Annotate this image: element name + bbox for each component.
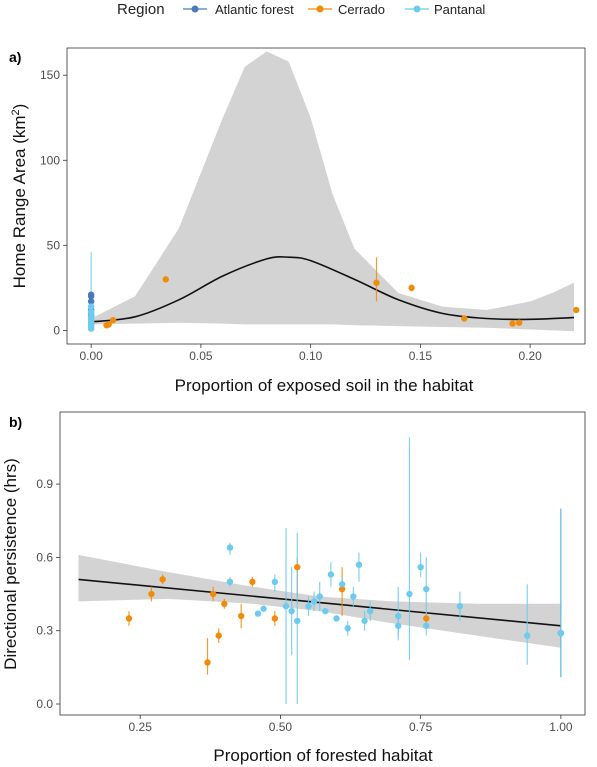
panel-b-y-tick-label: 0.0 (36, 697, 53, 711)
panel-b-point-pantanal (338, 581, 346, 588)
panel-b-x-tick-label: 0.75 (409, 720, 433, 734)
panel-b-x-tick-label: 0.50 (269, 720, 293, 734)
panel-b-point-pantanal (294, 617, 301, 625)
panel-b-point-cerrado (338, 585, 346, 593)
panel-b-chart: b) 0.25 0.50 0.75 1.00 0.0 0.3 0.6 0.9 Proporti… (1, 411, 586, 765)
panel-a-y-tick-label: 0 (53, 323, 60, 337)
legend-key-pantanal (413, 5, 421, 13)
panel-b-point-pantanal (456, 603, 464, 610)
panel-b-point-pantanal (305, 603, 312, 610)
panel-b-point-cerrado (271, 615, 279, 622)
panel-a-point-cerrado (109, 316, 117, 324)
panel-b-point-pantanal (282, 603, 290, 610)
panel-b-point-pantanal (316, 593, 323, 600)
panel-b-point-pantanal (254, 610, 262, 617)
legend-label-pantanal: Pantanal (434, 2, 485, 17)
panel-a-point-cerrado (573, 306, 580, 314)
panel-a-y-axis-title: Home Range Area (km2) (10, 104, 29, 289)
legend-item-pantanal: Pantanal (405, 2, 485, 17)
panel-a-x-tick-label: 0.00 (79, 349, 103, 363)
panel-b-x-axis-title: Proportion of forested habitat (213, 746, 433, 765)
panel-b-point-pantanal (423, 622, 430, 630)
legend-title: Region (117, 1, 165, 18)
panel-b-point-cerrado (249, 578, 256, 586)
panel-b-point-pantanal (288, 607, 295, 615)
legend: Region Atlantic forest Cerrado Pantanal (117, 1, 485, 18)
panel-b-marks (78, 437, 565, 705)
panel-b-point-pantanal (524, 632, 531, 639)
panel-b-point-pantanal (406, 590, 413, 598)
panel-a-label: a) (9, 49, 21, 65)
panel-b-point-pantanal (557, 629, 565, 637)
panel-b-point-cerrado (221, 600, 228, 608)
panel-b-y-tick-label: 0.9 (36, 477, 53, 491)
panel-b-point-pantanal (395, 612, 402, 620)
panel-a-y-tick-label: 100 (40, 153, 60, 167)
panel-b-point-pantanal (344, 625, 351, 632)
panel-b-point-cerrado (148, 590, 155, 598)
panel-b-point-cerrado (294, 563, 301, 571)
panel-a-point-cerrado (515, 319, 523, 326)
panel-a-point-cerrado (105, 321, 112, 328)
panel-b-point-pantanal (271, 578, 279, 586)
panel-b-point-pantanal (260, 605, 267, 612)
panel-a-point-cerrado (162, 276, 169, 283)
panel-a-x-tick-label: 0.20 (518, 349, 542, 363)
panel-a-point-atlantic-forest (87, 298, 95, 305)
legend-item-cerrado: Cerrado (308, 2, 385, 17)
panel-b-frame (59, 411, 586, 716)
panel-b-point-pantanal (417, 563, 424, 571)
panel-b-point-cerrado (125, 615, 133, 622)
panel-b-label: b) (9, 414, 22, 430)
legend-label-cerrado: Cerrado (338, 2, 385, 17)
panel-a-x-tick-label: 0.05 (189, 349, 213, 363)
panel-b-point-pantanal (333, 615, 340, 622)
panel-b-point-cerrado (423, 615, 430, 622)
panel-a-point-cerrado (373, 279, 380, 286)
legend-label-atlantic-forest: Atlantic forest (215, 2, 294, 17)
panel-b-point-pantanal (310, 598, 318, 605)
panel-b-point-pantanal (361, 617, 368, 625)
panel-a-point-cerrado (509, 320, 516, 327)
panel-b-point-cerrado (209, 590, 217, 598)
panel-b-x-tick-label: 1.00 (549, 720, 573, 734)
panel-a-x-axis-title: Proportion of exposed soil in the habita… (175, 376, 474, 395)
panel-b-point-cerrado (159, 576, 166, 583)
panel-b-y-tick-label: 0.3 (36, 624, 53, 638)
panel-a-frame (66, 47, 586, 345)
panel-a-point-cerrado (461, 315, 468, 322)
panel-b-point-cerrado (215, 632, 222, 639)
panel-a-fit-line (91, 256, 575, 323)
panel-b-point-pantanal (322, 607, 329, 615)
panel-a-confidence-band (91, 51, 574, 332)
legend-key-atlantic-forest (191, 5, 199, 13)
panel-b-point-pantanal (327, 571, 335, 578)
panel-b-point-pantanal (350, 593, 357, 600)
panel-b-y-axis-title: Directional persistence (hrs) (1, 458, 20, 670)
panel-a-marks (87, 51, 580, 332)
legend-item-atlantic-forest: Atlantic forest (183, 2, 294, 17)
panel-b-point-pantanal (366, 607, 374, 615)
panel-a-y-tick-label: 50 (47, 238, 61, 252)
panel-a-x-tick-label: 0.10 (299, 349, 323, 363)
legend-key-cerrado (316, 5, 324, 13)
panel-a-point-pantanal (87, 325, 95, 332)
panel-a-point-atlantic-forest (87, 293, 95, 300)
panel-a-point-pantanal (87, 303, 95, 310)
panel-b-y-tick-label: 0.6 (36, 550, 53, 564)
panel-b-point-cerrado (204, 659, 211, 666)
panel-a-y-tick-label: 150 (40, 68, 60, 82)
panel-a-chart: a) 0.00 0.05 0.10 0.15 0.20 0 50 100 150 Proport… (9, 47, 586, 395)
panel-b-point-cerrado (237, 612, 245, 620)
panel-b-point-pantanal (355, 561, 363, 568)
panel-b-point-pantanal (226, 578, 234, 586)
panel-b-point-pantanal (226, 544, 234, 551)
panel-b-point-pantanal (395, 622, 402, 630)
panel-b-point-pantanal (423, 585, 430, 593)
panel-a-x-tick-label: 0.15 (409, 349, 433, 363)
panel-b-x-tick-label: 0.25 (129, 720, 153, 734)
panel-a-point-cerrado (408, 284, 415, 292)
